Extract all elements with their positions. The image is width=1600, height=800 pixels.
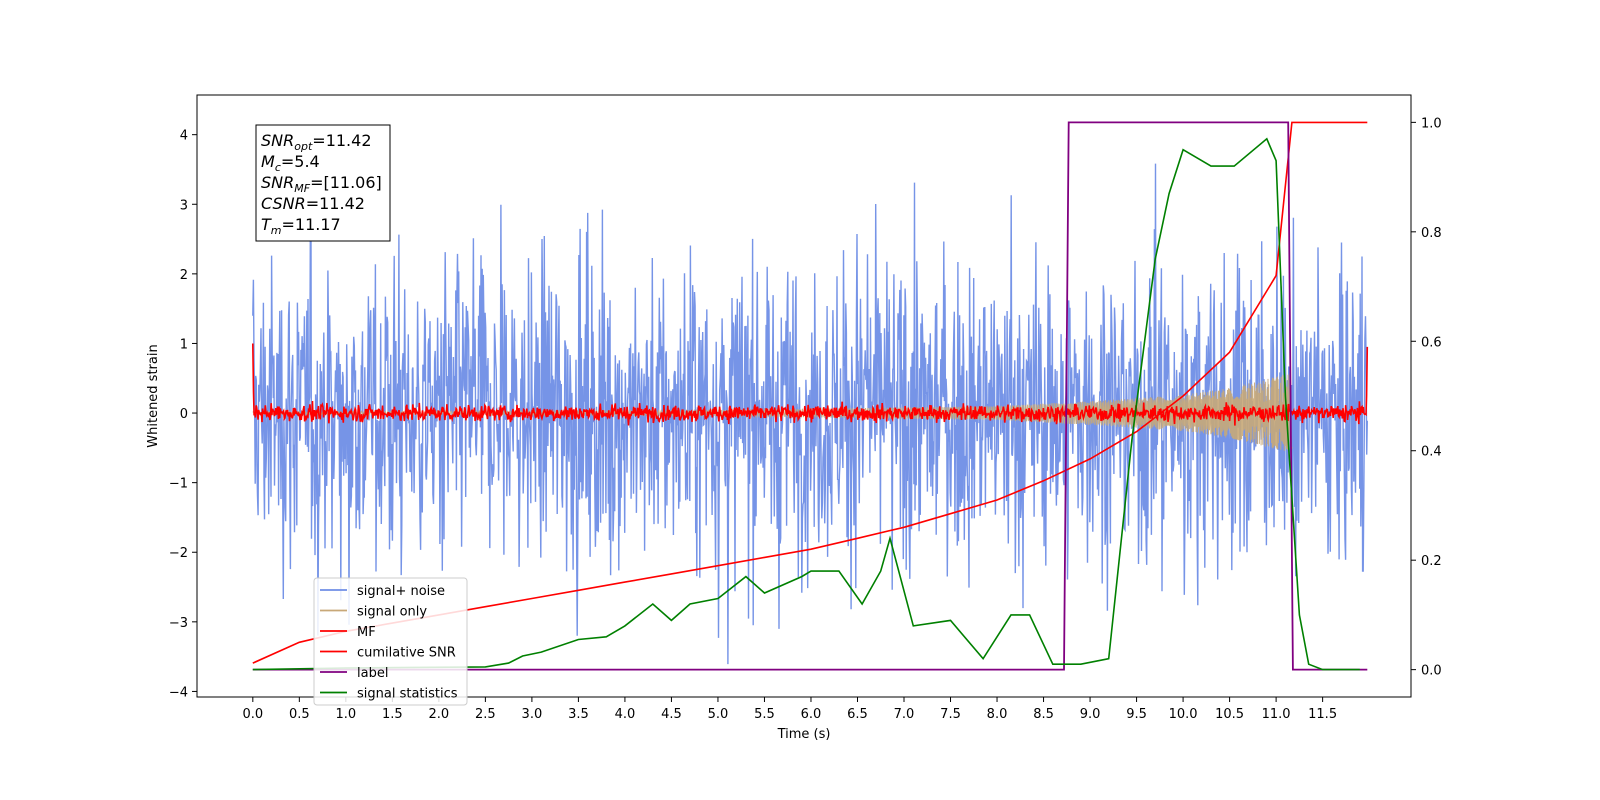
x-tick-label: 8.0 bbox=[987, 707, 1008, 722]
legend-label: signal statistics bbox=[357, 687, 458, 702]
annotation-line: Mc=5.4 bbox=[261, 152, 320, 174]
series-signal-statistics bbox=[252, 137, 1360, 671]
legend-label: MF bbox=[357, 625, 376, 640]
y2-tick-label: 0.2 bbox=[1421, 554, 1442, 569]
annotation-subscript: opt bbox=[294, 140, 313, 153]
legend-label: label bbox=[357, 666, 388, 681]
y-tick-label: −2 bbox=[169, 546, 188, 561]
x-tick-label: 9.5 bbox=[1126, 707, 1147, 722]
annotation-symbol: CSNR bbox=[261, 194, 306, 213]
y2-tick-label: 0.0 bbox=[1421, 664, 1442, 679]
annotation-value: =11.17 bbox=[282, 215, 341, 234]
y-axis-label: Whitened strain bbox=[146, 344, 161, 447]
y-tick-label: 2 bbox=[180, 268, 188, 283]
x-tick-label: 1.5 bbox=[382, 707, 403, 722]
legend-label: signal+ noise bbox=[357, 584, 445, 599]
annotation-symbol: T bbox=[261, 215, 272, 234]
x-axis-label: Time (s) bbox=[777, 727, 831, 742]
x-tick-label: 0.5 bbox=[289, 707, 310, 722]
x-tick-label: 6.0 bbox=[801, 707, 822, 722]
y2-tick-label: 1.0 bbox=[1421, 116, 1442, 131]
series-signal-noise bbox=[252, 163, 1368, 665]
y2-tick-label: 0.6 bbox=[1421, 335, 1442, 350]
y-tick-label: 1 bbox=[180, 337, 188, 352]
x-tick-label: 5.0 bbox=[708, 707, 729, 722]
x-tick-label: 3.0 bbox=[522, 707, 543, 722]
legend-label: signal only bbox=[357, 605, 427, 620]
annotation-line: CSNR=11.42 bbox=[261, 194, 365, 213]
x-tick-label: 1.0 bbox=[335, 707, 356, 722]
x-tick-label: 4.5 bbox=[661, 707, 682, 722]
annotation-value: =[11.06] bbox=[310, 173, 382, 192]
y-tick-label: 4 bbox=[180, 129, 188, 144]
x-tick-label: 6.5 bbox=[847, 707, 868, 722]
y-tick-label: −1 bbox=[169, 477, 188, 492]
x-tick-label: 8.5 bbox=[1033, 707, 1054, 722]
x-tick-label: 10.5 bbox=[1215, 707, 1244, 722]
x-tick-label: 7.0 bbox=[894, 707, 915, 722]
annotation-symbol: SNR bbox=[261, 173, 294, 192]
annotation-line: SNRopt=11.42 bbox=[261, 131, 372, 153]
x-tick-label: 11.5 bbox=[1308, 707, 1337, 722]
y-tick-label: 3 bbox=[180, 198, 188, 213]
annotation-line: SNRMF=[11.06] bbox=[261, 173, 382, 195]
series-mf bbox=[252, 343, 1369, 426]
legend-label: cumilative SNR bbox=[357, 646, 456, 661]
legend-frame bbox=[313, 577, 468, 706]
x-tick-label: 7.5 bbox=[940, 707, 961, 722]
annotation-subscript: m bbox=[271, 224, 282, 237]
annotation-frame bbox=[255, 124, 391, 242]
annotation-value: =11.42 bbox=[306, 194, 365, 213]
x-tick-label: 11.0 bbox=[1262, 707, 1291, 722]
annotation-subscript: MF bbox=[294, 182, 310, 195]
x-tick-label: 9.0 bbox=[1080, 707, 1101, 722]
annotation-subscript: c bbox=[275, 161, 281, 174]
annotation-value: =5.4 bbox=[281, 152, 320, 171]
legend: signal+ noise signal only MF cumilative SNR… bbox=[313, 577, 468, 706]
x-tick-label: 2.5 bbox=[475, 707, 496, 722]
series-label bbox=[252, 121, 1368, 671]
annotation-symbol: M bbox=[261, 152, 275, 171]
x-tick-label: 4.0 bbox=[615, 707, 636, 722]
annotation-value: =11.42 bbox=[312, 131, 371, 150]
x-tick-label: 2.0 bbox=[429, 707, 450, 722]
y2-tick-label: 0.4 bbox=[1421, 445, 1442, 460]
x-tick-label: 3.5 bbox=[568, 707, 589, 722]
annotation-symbol: SNR bbox=[261, 131, 294, 150]
x-tick-label: 5.5 bbox=[754, 707, 775, 722]
y-tick-label: −3 bbox=[169, 616, 188, 631]
y-tick-label: 0 bbox=[180, 407, 188, 422]
y-tick-label: −4 bbox=[169, 685, 188, 700]
plot-frame bbox=[196, 94, 1412, 698]
x-tick-label: 0.0 bbox=[242, 707, 263, 722]
annotation-box: SNRopt=11.42Mc=5.4SNRMF=[11.06]CSNR=11.4… bbox=[255, 124, 391, 242]
axes: 0.0 0.5 1.0 1.5 2.0 2.5 3.0 3.5 4.0 4.5 5.0 5.5 6.0 6… bbox=[169, 116, 1442, 722]
y2-tick-label: 0.8 bbox=[1421, 226, 1442, 241]
annotation-line: Tm=11.17 bbox=[261, 215, 341, 237]
x-tick-label: 10.0 bbox=[1169, 707, 1198, 722]
